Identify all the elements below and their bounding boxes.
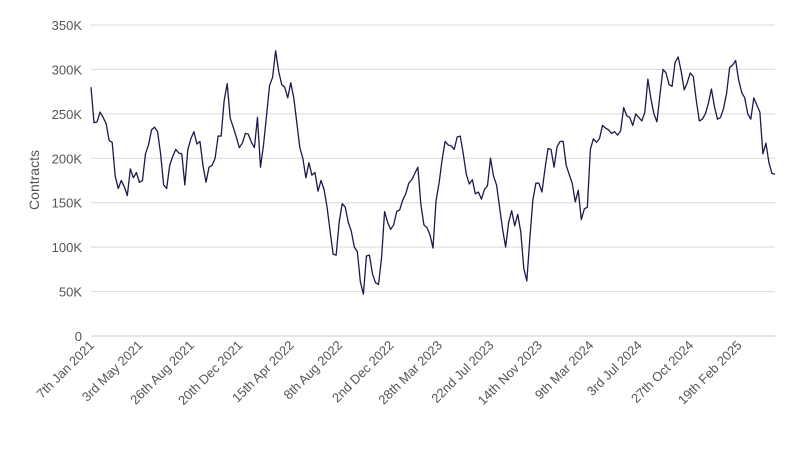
y-tick-label: 100K <box>52 240 83 255</box>
y-tick-label: 50K <box>59 285 82 300</box>
y-tick-label: 350K <box>52 18 83 33</box>
y-tick-label: 150K <box>52 196 83 211</box>
series-line <box>90 50 776 295</box>
y-axis-tick-labels: 0 50K 100K 150K 200K 250K 300K 350K <box>52 18 83 344</box>
y-axis-title: Contracts <box>26 150 42 210</box>
y-tick-label: 250K <box>52 107 83 122</box>
gridlines <box>91 24 775 337</box>
y-tick-label: 200K <box>52 151 83 166</box>
y-tick-label: 0 <box>75 329 82 344</box>
series-layer <box>90 50 776 295</box>
y-tick-label: 300K <box>52 62 83 77</box>
